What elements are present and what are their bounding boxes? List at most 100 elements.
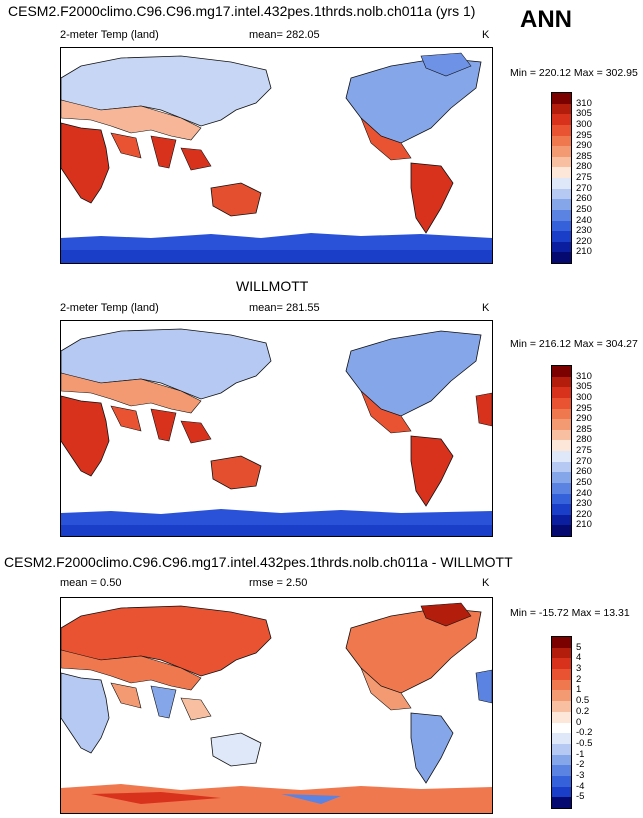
colorbar-tick-label: 0.5 (576, 695, 590, 707)
colorbar-swatch (552, 679, 571, 691)
panel-3-map (60, 597, 493, 814)
colorbar-swatch (552, 786, 571, 798)
panel-3-units: K (482, 577, 490, 589)
colorbar-swatch (552, 461, 571, 473)
panel-2-title: WILLMOTT (236, 278, 309, 294)
colorbar-tick-label: 270 (576, 182, 592, 194)
colorbar-tick-label: 275 (576, 445, 592, 456)
colorbar-swatch (552, 647, 571, 659)
colorbar-swatch (552, 93, 571, 104)
colorbar-swatch (552, 690, 571, 702)
colorbar-swatch (552, 525, 571, 536)
panel-2-variable: 2-meter Temp (land) (60, 302, 159, 314)
panel-2-minmax: Min = 216.12 Max = 304.27 (510, 338, 638, 350)
colorbar-swatch (552, 178, 571, 189)
colorbar-swatch (552, 408, 571, 420)
panel-1-minmax: Min = 220.12 Max = 302.95 (510, 67, 638, 79)
colorbar-tick-label: -0.2 (576, 727, 593, 739)
colorbar-swatch (552, 733, 571, 744)
colorbar-tick-label: 290 (576, 413, 592, 425)
panel-3-minmax: Min = -15.72 Max = 13.31 (510, 607, 630, 619)
colorbar-swatch (552, 199, 571, 210)
colorbar-tick-label: 250 (576, 476, 592, 488)
colorbar-swatch (552, 167, 571, 178)
panel-1-map-svg (61, 52, 492, 263)
colorbar-swatch (552, 754, 571, 766)
colorbar-tick-label: -4 (576, 780, 585, 792)
panel-3-title: CESM2.F2000climo.C96.C96.mg17.intel.432p… (4, 554, 513, 570)
colorbar-tick-label: 2 (576, 673, 582, 685)
colorbar-swatch (552, 376, 571, 388)
panel-1-map (60, 47, 493, 264)
colorbar-tick-label: 210 (576, 246, 592, 258)
colorbar-swatch (552, 429, 571, 441)
panel-1-title: CESM2.F2000climo.C96.C96.mg17.intel.432p… (8, 3, 476, 19)
colorbar-swatch (552, 482, 571, 494)
colorbar-tick-label: 230 (576, 225, 592, 237)
colorbar-tick-label: -3 (576, 769, 585, 781)
colorbar-swatch (552, 397, 571, 409)
colorbar-swatch (552, 440, 571, 451)
colorbar-tick-label: 300 (576, 118, 592, 130)
colorbar-swatch (552, 231, 571, 242)
colorbar-tick-label: -1 (576, 748, 585, 760)
colorbar-swatch (552, 451, 571, 462)
panel-1-mean: mean= 282.05 (249, 29, 320, 41)
colorbar-tick-label: 0 (576, 716, 582, 728)
colorbar-tick-label: 260 (576, 466, 592, 478)
colorbar-swatch (552, 220, 571, 232)
colorbar-swatch (552, 188, 571, 200)
colorbar-tick-label: 220 (576, 508, 592, 520)
colorbar-swatch (552, 493, 571, 505)
colorbar-tick-label: 210 (576, 519, 592, 531)
colorbar-swatch (552, 669, 571, 680)
colorbar-tick-label: -0.5 (576, 737, 593, 749)
colorbar-tick-label: 270 (576, 455, 592, 467)
panel-2-mean: mean= 281.55 (249, 302, 320, 314)
colorbar-tick-label: 300 (576, 391, 592, 403)
colorbar-tick-label: 1 (576, 684, 582, 696)
panel-3-mean: mean = 0.50 (60, 577, 122, 589)
colorbar-tick-label: 260 (576, 193, 592, 205)
panel-1-variable: 2-meter Temp (land) (60, 29, 159, 41)
colorbar-tick-label: 285 (576, 150, 592, 162)
colorbar-tick-label: 5 (576, 641, 582, 653)
colorbar-swatch (552, 103, 571, 115)
colorbar-tick-label: 4 (576, 652, 582, 664)
colorbar-swatch (552, 241, 571, 253)
season-label: ANN (520, 6, 572, 33)
colorbar-swatch (552, 514, 571, 526)
colorbar-tick-label: 0.2 (576, 705, 590, 717)
colorbar-swatch (552, 637, 571, 648)
colorbar-swatch (552, 701, 571, 712)
colorbar-swatch (552, 146, 571, 157)
colorbar-swatch (552, 252, 571, 263)
colorbar-tick-label: 295 (576, 129, 592, 141)
colorbar-tick-label: -5 (576, 791, 585, 803)
colorbar-tick-label: 290 (576, 140, 592, 152)
colorbar-swatch (552, 124, 571, 136)
colorbar-swatch (552, 156, 571, 168)
colorbar-swatch (552, 387, 571, 398)
colorbar-swatch (552, 722, 571, 734)
panel-2-map (60, 320, 493, 537)
colorbar-swatch (552, 765, 571, 776)
colorbar-tick-label: 310 (576, 370, 592, 382)
colorbar-tick-label: 240 (576, 487, 592, 499)
colorbar-tick-label: 3 (576, 663, 582, 675)
colorbar-swatch (552, 209, 571, 221)
colorbar-swatch (552, 775, 571, 787)
colorbar-tick-label: 295 (576, 402, 592, 414)
colorbar-tick-label: 280 (576, 161, 592, 173)
panel-2-colorbar (551, 365, 572, 537)
colorbar-swatch (552, 472, 571, 483)
colorbar-swatch (552, 419, 571, 430)
colorbar-swatch (552, 114, 571, 125)
panel-3-map-svg (61, 602, 492, 813)
colorbar-tick-label: 275 (576, 172, 592, 183)
colorbar-tick-label: -2 (576, 759, 585, 771)
panel-3-rmse: rmse = 2.50 (249, 577, 308, 589)
panel-1-colorbar (551, 92, 572, 264)
colorbar-tick-label: 280 (576, 434, 592, 446)
colorbar-tick-label: 305 (576, 381, 592, 393)
